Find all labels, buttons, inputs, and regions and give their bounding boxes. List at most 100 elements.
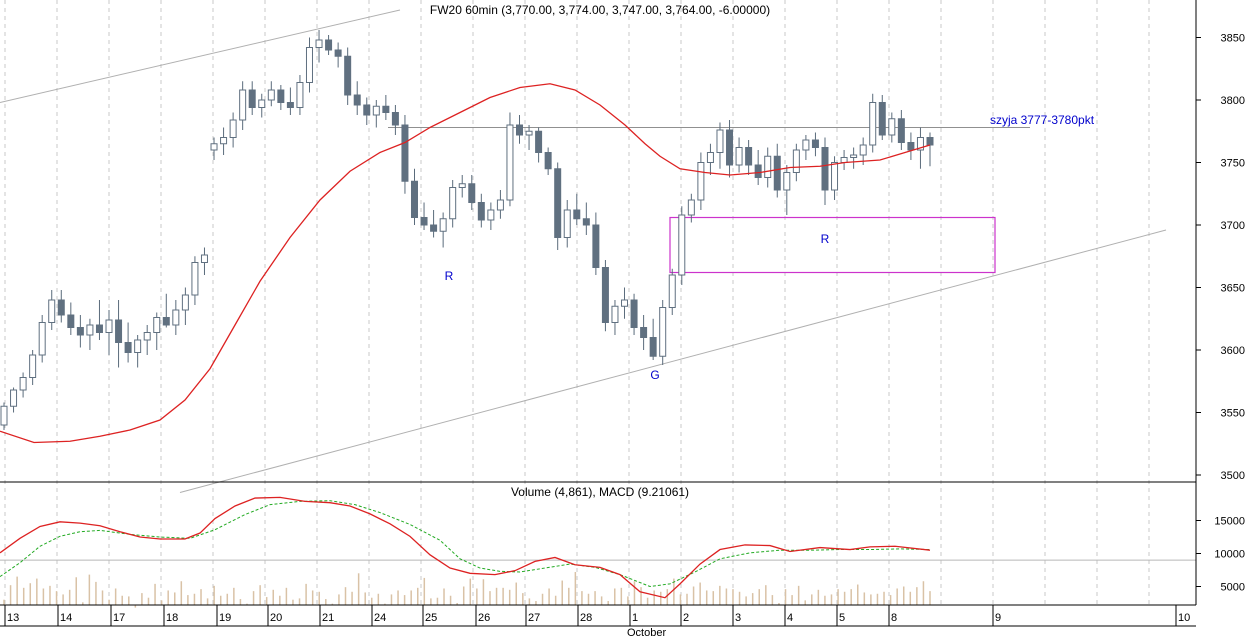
candle-body-down xyxy=(334,49,342,57)
candle xyxy=(344,47,352,105)
candle xyxy=(420,202,428,230)
date-tick-label: 20 xyxy=(270,612,282,624)
price-tick-label: 3650 xyxy=(1221,283,1245,295)
candle-body-down xyxy=(420,217,428,226)
date-tick-label: 26 xyxy=(478,612,490,624)
candle xyxy=(391,105,399,135)
candle xyxy=(668,268,676,315)
candle-body-up xyxy=(134,339,142,353)
candle-body-up xyxy=(315,39,323,48)
date-tick-label: 1 xyxy=(632,612,638,624)
candle xyxy=(439,212,447,248)
candle xyxy=(811,132,819,157)
volume-axis-ticks: 5000 10000 15000 xyxy=(1196,516,1245,594)
date-tick-label: 27 xyxy=(528,612,540,624)
date-tick-label: 5 xyxy=(839,612,845,624)
candle xyxy=(544,147,552,175)
candle-body-up xyxy=(783,172,791,191)
candle xyxy=(305,37,313,93)
candle-body-up xyxy=(172,309,180,326)
candle-body-up xyxy=(239,89,247,121)
candle-body-down xyxy=(76,327,84,336)
candle-body-up xyxy=(200,254,208,263)
candle xyxy=(859,137,867,165)
candle xyxy=(554,162,562,250)
candle xyxy=(229,112,237,148)
candle xyxy=(353,81,361,115)
price-tick-label: 3600 xyxy=(1221,345,1245,357)
date-tick-label: 17 xyxy=(113,612,125,624)
neckline-annotation: szyja 3777-3780pkt xyxy=(990,113,1095,127)
candle xyxy=(401,115,409,194)
candle-body-up xyxy=(859,144,867,156)
candle xyxy=(592,212,600,275)
candle-body-down xyxy=(468,183,476,203)
candle xyxy=(286,87,294,115)
indicator-chart-title: Volume (4,861), MACD (9.21061) xyxy=(511,485,689,499)
candle-body-up xyxy=(687,199,695,216)
candle xyxy=(200,247,208,275)
candle-body-down xyxy=(926,137,934,146)
date-tick-label: 18 xyxy=(166,612,178,624)
candle-body-down xyxy=(554,168,562,238)
candle-body-down xyxy=(353,94,361,106)
candle xyxy=(19,372,27,398)
date-tick-label: 9 xyxy=(995,612,1001,624)
candle-body-up xyxy=(869,102,877,146)
candle-body-up xyxy=(840,157,848,163)
candle xyxy=(334,42,342,68)
candle-body-down xyxy=(745,147,753,166)
candle-body-up xyxy=(792,149,800,173)
candle xyxy=(134,335,142,368)
candle-body-up xyxy=(220,137,228,145)
candle-body-up xyxy=(0,405,8,426)
date-tick-label: 3 xyxy=(735,612,741,624)
date-tick-label: 8 xyxy=(891,612,897,624)
candle xyxy=(525,125,533,150)
candle-body-up xyxy=(525,130,533,136)
candle xyxy=(477,193,485,228)
candle xyxy=(754,150,762,185)
candle xyxy=(449,180,457,228)
date-axis-ticks: 13 14 17 18 19 20 21 24 25 26 27 28 1 2 3 4 5 8 9 10 xyxy=(0,605,1196,627)
candle xyxy=(611,300,619,335)
price-tick-label: 3500 xyxy=(1221,470,1245,482)
candle xyxy=(888,112,896,143)
price-chart-title: FW20 60min (3,770.00, 3,774.00, 3,747.00… xyxy=(430,3,770,17)
candle xyxy=(897,110,905,150)
candle xyxy=(783,165,791,215)
candle xyxy=(277,85,285,110)
candle xyxy=(601,260,609,332)
candle-body-down xyxy=(601,267,609,323)
candle xyxy=(726,120,734,178)
candle-body-up xyxy=(659,307,667,357)
candle-body-up xyxy=(372,105,380,116)
candle-body-down xyxy=(821,147,829,191)
candle xyxy=(372,100,380,128)
candle xyxy=(76,315,84,348)
candle xyxy=(48,290,56,330)
candle xyxy=(191,256,199,305)
candle xyxy=(0,402,8,430)
candle xyxy=(325,35,333,55)
candle xyxy=(563,200,571,248)
candle xyxy=(363,97,371,125)
candle xyxy=(67,302,75,335)
candle-body-up xyxy=(621,299,629,307)
date-tick-label: 2 xyxy=(683,612,689,624)
candle-body-up xyxy=(802,139,810,151)
candle-body-up xyxy=(153,317,161,333)
candle-body-up xyxy=(10,389,18,407)
candles xyxy=(0,30,934,430)
lower-trendline xyxy=(179,229,1167,493)
candle-body-up xyxy=(305,47,313,83)
candle-body-down xyxy=(649,337,657,357)
candle xyxy=(210,137,218,160)
candle xyxy=(172,300,180,335)
candle-body-up xyxy=(210,143,218,151)
candle xyxy=(649,318,657,360)
candle-body-up xyxy=(258,99,266,108)
price-tick-label: 3850 xyxy=(1221,33,1245,45)
candle xyxy=(239,81,247,130)
